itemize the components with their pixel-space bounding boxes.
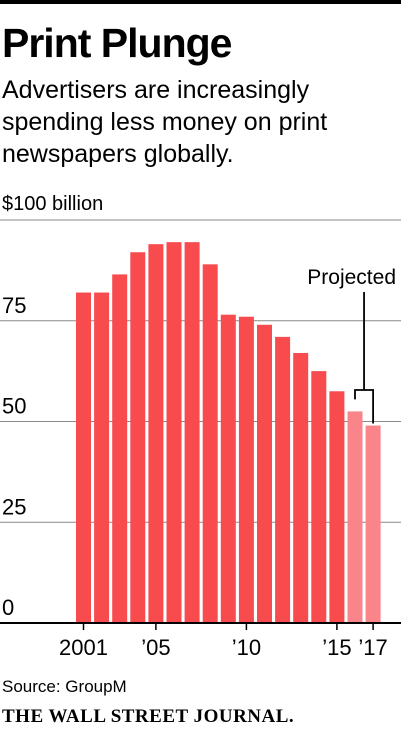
x-tick-label: ’10 [232,635,261,660]
y-tick-label: 75 [2,293,26,318]
bar-2012 [275,336,291,623]
bar-2003 [112,274,128,623]
bar-2006 [166,242,182,623]
publisher-logo: THE WALL STREET JOURNAL. [2,706,295,727]
bar-projected-2017 [365,425,381,623]
bar-projected-2016 [347,411,363,623]
source-note: Source: GroupM [2,677,127,696]
bar-2013 [293,352,309,623]
x-tick-label: ’17 [358,635,387,660]
bar-2001 [76,292,91,623]
y-tick-label: 50 [2,394,26,419]
bar-2008 [202,264,218,623]
bar-2002 [94,292,110,623]
chart-title: Print Plunge [2,20,232,66]
y-unit-label: $100 billion [2,193,103,215]
bar-2004 [130,252,146,623]
top-rule [0,0,401,4]
projected-annotation: Projected [307,266,396,289]
y-tick-label: 0 [2,595,14,620]
labels: 0 25 50 75 $100 billion 2001 ’05 ’10 ’15 ’17 Proje… [2,193,396,660]
bar-2015 [329,391,345,623]
y-tick-label: 25 [2,494,26,519]
bar-chart: 0 25 50 75 $100 billion 2001 ’05 ’10 ’15 ’17 Proje… [0,193,401,660]
bar-2009 [220,314,236,623]
bar-2011 [257,324,272,623]
bar-2014 [311,371,327,623]
chart-subtitle: Advertisers are increasingly spending le… [2,76,328,168]
bar-2010 [238,316,254,623]
axes [0,292,401,630]
x-tick-label: ’15 [322,635,351,660]
x-tick-label: 2001 [59,635,108,660]
bar-2005 [148,244,164,623]
x-tick-label: ’05 [141,635,170,660]
bars [76,242,381,623]
bar-2007 [184,242,200,623]
